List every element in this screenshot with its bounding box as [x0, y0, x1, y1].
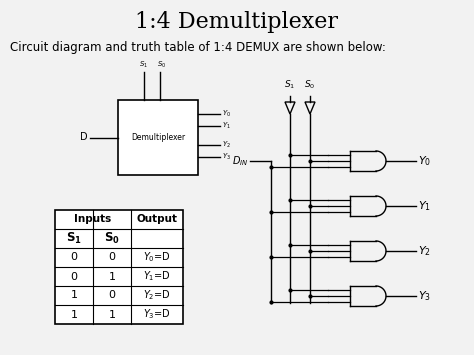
Text: $Y_1$: $Y_1$	[418, 199, 431, 213]
Text: $Y_2$=D: $Y_2$=D	[143, 289, 171, 302]
Text: 1: 1	[71, 290, 78, 300]
Bar	[118, 100, 198, 175]
Text: 0: 0	[109, 252, 116, 262]
Text: $Y_0$: $Y_0$	[222, 108, 231, 119]
Text: 0: 0	[71, 252, 78, 262]
Text: $Y_3$=D: $Y_3$=D	[143, 307, 171, 321]
Text: 1: 1	[109, 310, 116, 320]
Text: $Y_2$: $Y_2$	[418, 244, 431, 258]
Text: $Y_1$=D: $Y_1$=D	[143, 269, 171, 283]
Text: $D_{IN}$: $D_{IN}$	[232, 154, 248, 168]
Text: $\mathbf{S_1}$: $\mathbf{S_1}$	[66, 231, 82, 246]
Text: $S_1$: $S_1$	[284, 78, 296, 91]
Text: $S_1$: $S_1$	[139, 60, 148, 70]
Text: Circuit diagram and truth table of 1:4 DEMUX are shown below:: Circuit diagram and truth table of 1:4 D…	[10, 40, 386, 54]
Text: 1:4 Demultiplexer: 1:4 Demultiplexer	[136, 11, 338, 33]
Text: $Y_0$=D: $Y_0$=D	[143, 251, 171, 264]
Text: 0: 0	[109, 290, 116, 300]
Text: 1: 1	[109, 272, 116, 282]
Text: 1: 1	[71, 310, 78, 320]
Text: $S_0$: $S_0$	[157, 60, 166, 70]
Text: $Y_3$: $Y_3$	[418, 289, 431, 303]
Text: D: D	[81, 132, 88, 142]
Text: $\mathbf{S_0}$: $\mathbf{S_0}$	[104, 231, 120, 246]
Text: $Y_1$: $Y_1$	[222, 120, 231, 131]
Text: Inputs: Inputs	[74, 214, 111, 224]
Text: $Y_2$: $Y_2$	[222, 140, 231, 150]
Text: Output: Output	[137, 214, 177, 224]
Bar	[55, 210, 183, 324]
Text: $S_0$: $S_0$	[304, 78, 316, 91]
Text: Demultiplexer: Demultiplexer	[131, 133, 185, 142]
Text: $Y_3$: $Y_3$	[222, 152, 231, 162]
Text: 0: 0	[71, 272, 78, 282]
Text: $Y_0$: $Y_0$	[418, 154, 431, 168]
